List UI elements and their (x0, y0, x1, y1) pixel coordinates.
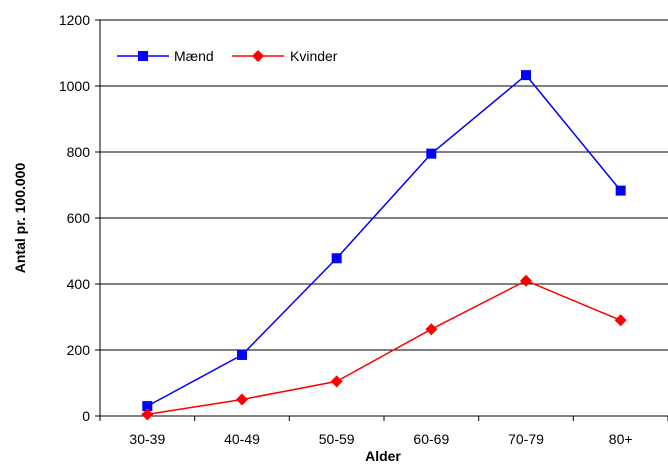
data-point-kvinder (425, 323, 438, 336)
legend-marker-kvinder (252, 50, 264, 62)
axes (95, 19, 668, 421)
x-tick-label: 80+ (609, 431, 633, 447)
x-axis-title: Alder (365, 448, 401, 464)
x-tick-labels: 30-39 40-49 50-59 60-69 70-79 80+ (129, 431, 632, 447)
data-point-kvinder (614, 314, 627, 327)
data-point-maend (521, 70, 531, 81)
y-tick-label: 1000 (59, 78, 90, 94)
legend: Mænd Kvinder (117, 48, 338, 64)
x-tick-label: 70-79 (508, 431, 544, 447)
data-point-kvinder (330, 375, 343, 388)
x-tick-label: 40-49 (224, 431, 260, 447)
legend-marker-maend (138, 51, 148, 61)
y-tick-label: 0 (82, 408, 90, 424)
legend-label-kvinder: Kvinder (290, 48, 338, 64)
y-tick-label: 600 (67, 210, 91, 226)
x-tick-label: 50-59 (319, 431, 355, 447)
series-line-kvinder (147, 279, 621, 416)
y-axis-title: Antal pr. 100.000 (12, 163, 28, 274)
x-tick-label: 60-69 (413, 431, 449, 447)
data-point-kvinder (141, 408, 154, 421)
y-tick-label: 1200 (59, 12, 90, 28)
data-point-kvinder (236, 393, 248, 406)
data-point-maend (237, 349, 247, 360)
series-line-maend (146, 74, 622, 407)
y-tick-labels: 0 200 400 600 800 1000 1200 (59, 12, 90, 424)
data-point-maend (331, 253, 342, 264)
gridlines (100, 19, 668, 351)
legend-label-maend: Mænd (174, 48, 214, 64)
y-tick-label: 400 (67, 276, 91, 292)
series-layer (141, 70, 627, 421)
data-point-maend (142, 401, 153, 412)
x-tick-label: 30-39 (129, 431, 165, 447)
data-point-maend (426, 148, 437, 159)
data-point-kvinder (520, 274, 532, 287)
data-point-maend (615, 185, 626, 196)
y-tick-label: 800 (67, 144, 91, 160)
y-tick-label: 200 (67, 342, 91, 358)
